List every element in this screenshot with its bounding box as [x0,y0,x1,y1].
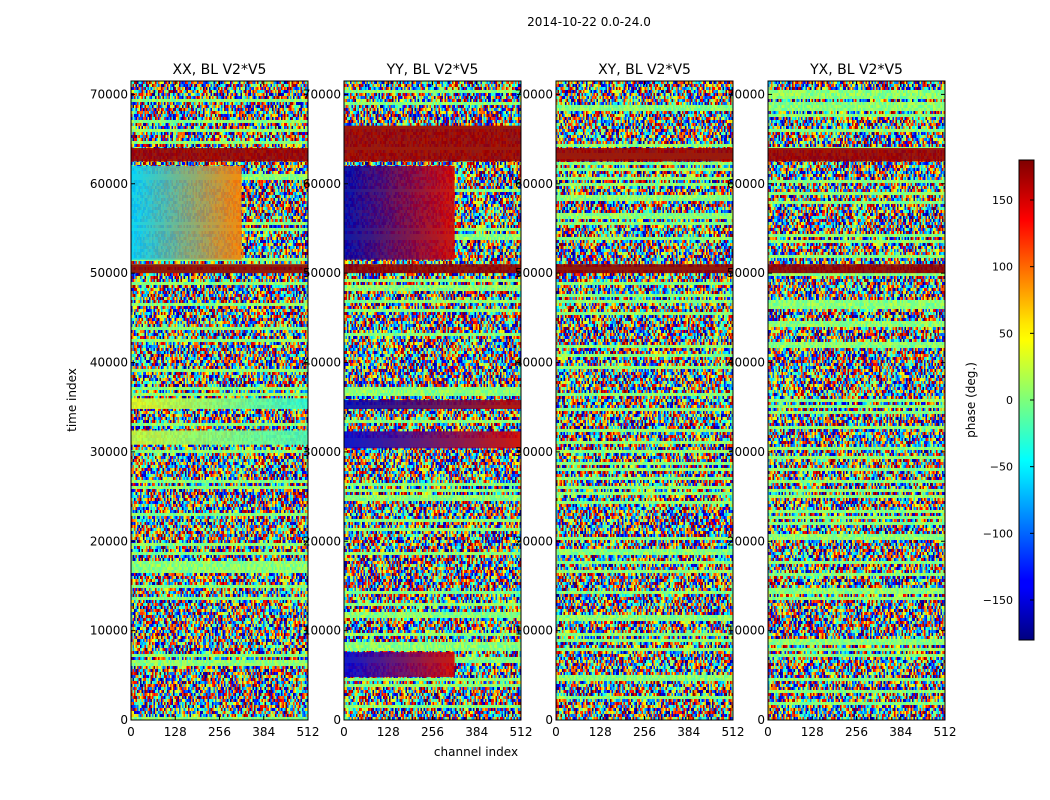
panel-1: YY, BL V2*V5 0 128 256 384 512 0 10000 20000 3000… [303,62,533,739]
y-tick-label: 30000 [303,445,341,459]
x-axis-label: channel index [434,745,518,759]
coherent-band [344,264,521,274]
y-tick-label: 0 [120,713,128,727]
y-tick-label: 50000 [303,266,341,280]
colorbar-tick-label: −50 [990,461,1013,474]
panel-3: YX, BL V2*V5 0 128 256 384 512 0 10000 20000 3000… [727,62,957,739]
y-tick-label: 30000 [515,445,553,459]
coherent-band [344,652,455,678]
panel-2: XY, BL V2*V5 0 128 256 384 512 0 10000 20000 3000… [515,62,745,739]
x-tick-label: 0 [552,725,560,739]
colorbar-ticks: −150 −100 −50 0 50 100 150 [983,194,1034,607]
x-tick-label: 128 [589,725,612,739]
y-tick-label: 70000 [727,87,765,101]
y-tick-label: 0 [545,713,553,727]
y-tick-label: 40000 [303,356,341,370]
colorbar-tick-label: 50 [999,327,1013,340]
panel-title: XY, BL V2*V5 [598,62,691,78]
x-tick-label: 256 [633,725,656,739]
x-tick-label: 256 [421,725,444,739]
y-tick-label: 0 [333,713,341,727]
coherent-band [768,264,945,274]
panel-title: YX, BL V2*V5 [809,62,903,78]
panel-title: XX, BL V2*V5 [173,62,267,78]
coherent-band [131,264,308,274]
coherent-band [344,400,521,409]
y-tick-label: 10000 [515,624,553,638]
x-tick-label: 384 [889,725,912,739]
x-tick-label: 256 [208,725,231,739]
y-tick-label: 40000 [727,356,765,370]
colorbar-label: phase (deg.) [964,362,978,438]
y-tick-label: 50000 [90,266,128,280]
y-tick-label: 20000 [90,534,128,548]
coherent-band [131,430,308,445]
y-tick-label: 50000 [515,266,553,280]
y-tick-label: 50000 [727,266,765,280]
panel-title: YY, BL V2*V5 [386,62,479,78]
x-tick-label: 512 [934,725,957,739]
colorbar-tick-label: 0 [1006,394,1013,407]
colorbar: −150 −100 −50 0 50 100 150 phase (deg.) [964,159,1035,641]
coherent-band [556,148,733,162]
coherent-band [131,148,308,162]
colorbar-tick-label: 100 [992,261,1013,274]
coherent-band [131,165,242,260]
y-tick-label: 70000 [90,87,128,101]
y-tick-label: 30000 [90,445,128,459]
y-tick-label: 70000 [515,87,553,101]
x-tick-label: 384 [252,725,275,739]
coherent-band [344,431,521,449]
x-tick-label: 0 [127,725,135,739]
colorbar-tick-label: 150 [992,194,1013,207]
colorbar-tick-label: −100 [983,527,1013,540]
y-tick-label: 60000 [90,177,128,191]
y-axis-label: time index [65,368,79,432]
x-tick-label: 128 [164,725,187,739]
panels: XX, BL V2*V5 0 128 256 384 512 0 10000 20000 3000… [90,62,957,739]
y-tick-label: 60000 [727,177,765,191]
coherent-band [131,398,308,409]
y-tick-label: 60000 [515,177,553,191]
coherent-band [768,148,945,162]
panel-0: XX, BL V2*V5 0 128 256 384 512 0 10000 20000 3000… [90,62,320,739]
y-tick-label: 70000 [303,87,341,101]
coherent-band [556,264,733,274]
coherent-band [344,125,521,162]
x-tick-label: 0 [764,725,772,739]
colorbar-tick-label: −150 [983,594,1013,607]
x-tick-label: 512 [510,725,533,739]
y-tick-label: 10000 [303,624,341,638]
x-tick-label: 512 [722,725,745,739]
x-tick-label: 128 [377,725,400,739]
y-tick-label: 0 [757,713,765,727]
x-tick-label: 256 [845,725,868,739]
y-tick-label: 20000 [303,534,341,548]
phase-map-3 [768,81,945,720]
y-tick-label: 10000 [90,624,128,638]
x-tick-label: 384 [677,725,700,739]
y-tick-label: 40000 [90,356,128,370]
y-tick-label: 40000 [515,356,553,370]
phase-map-2 [556,81,733,720]
x-tick-label: 128 [801,725,824,739]
coherent-band [344,165,455,260]
y-tick-label: 10000 [727,624,765,638]
x-tick-label: 512 [297,725,320,739]
figure-suptitle: 2014-10-22 0.0-24.0 [527,15,651,29]
x-tick-label: 0 [340,725,348,739]
y-tick-label: 30000 [727,445,765,459]
x-tick-label: 384 [465,725,488,739]
y-tick-label: 60000 [303,177,341,191]
y-tick-label: 20000 [515,534,553,548]
y-tick-label: 20000 [727,534,765,548]
